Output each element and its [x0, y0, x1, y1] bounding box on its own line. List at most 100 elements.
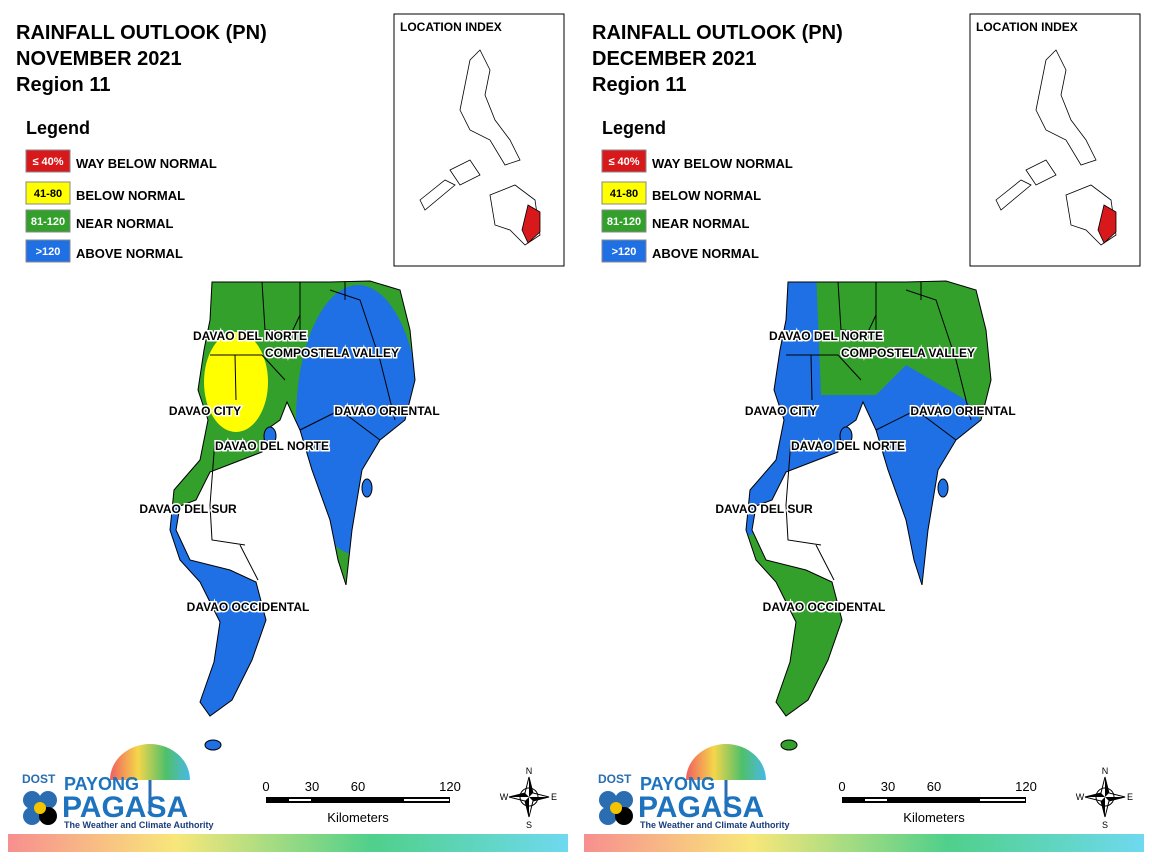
province-label: COMPOSTELA VALLEY [841, 346, 975, 360]
province-label: DAVAO OCCIDENTAL [187, 600, 310, 614]
inset-map [995, 49, 1117, 246]
province-border [234, 354, 237, 401]
scale-unit: Kilometers [327, 810, 389, 825]
compass-n: N [1102, 766, 1109, 776]
legend-swatch [25, 239, 71, 263]
title-line: DECEMBER 2021 [592, 48, 757, 70]
legend-range: 41-80 [34, 188, 62, 200]
island [204, 739, 222, 751]
legend-range: >120 [36, 246, 61, 258]
compass-ring [519, 787, 539, 807]
province-border [209, 504, 246, 546]
province-border [261, 281, 301, 333]
province-label: DAVAO DEL SUR [139, 502, 237, 516]
scale-bar [266, 797, 450, 803]
province-border [810, 354, 813, 401]
scale-tick: 30 [881, 779, 895, 794]
legend-label: NEAR NORMAL [652, 216, 750, 231]
legend-range: 81-120 [607, 216, 641, 228]
scale-tick: 120 [1015, 779, 1037, 794]
compass-s: S [1102, 820, 1108, 830]
legend-label: BELOW NORMAL [76, 188, 185, 203]
scale-tick: 0 [838, 779, 845, 794]
title-line: NOVEMBER 2021 [16, 48, 182, 70]
logo-umbrella [686, 744, 766, 780]
province-border [785, 504, 822, 546]
title-line: RAINFALL OUTLOOK (PN) [592, 22, 843, 44]
province-label: DAVAO DEL NORTE [215, 439, 329, 453]
compass-e: E [551, 792, 557, 802]
province-label: DAVAO OCCIDENTAL [763, 600, 886, 614]
island [263, 426, 277, 446]
scale-bar-segment [865, 799, 887, 801]
logo-payong: PAYONG [64, 774, 139, 794]
province-label: COMPOSTELA VALLEY [265, 346, 399, 360]
logo-pagasa: PAGASA [638, 791, 764, 824]
legend-label: WAY BELOW NORMAL [652, 156, 793, 171]
scale-bar-segment [289, 799, 311, 801]
zone [170, 505, 300, 716]
legend-title: Legend [602, 118, 666, 138]
legend-swatch [601, 181, 647, 205]
color-strip [8, 834, 568, 852]
province-border [815, 544, 835, 581]
panel: RAINFALL OUTLOOK (PN) DECEMBER 2021 Region… [584, 13, 1144, 852]
province-border [329, 289, 396, 421]
legend-label: ABOVE NORMAL [652, 246, 759, 261]
province-label: DAVAO DEL SUR [715, 502, 813, 516]
province-label: DAVAO CITY [169, 404, 241, 418]
legend-range: >120 [612, 246, 637, 258]
legend-range: ≤ 40% [608, 156, 639, 168]
coastline [169, 280, 416, 717]
legend-range: 81-120 [31, 216, 65, 228]
province-label: DAVAO ORIENTAL [910, 404, 1015, 418]
province-border [261, 354, 286, 381]
legend-swatch [601, 149, 647, 173]
logo-tagline: The Weather and Climate Authority [64, 820, 214, 830]
province-label: DAVAO ORIENTAL [334, 404, 439, 418]
inset-highlight [1097, 204, 1117, 244]
legend-swatch [25, 149, 71, 173]
zone [746, 520, 856, 716]
logo-dost: DOST [22, 772, 56, 786]
province-border [837, 281, 877, 333]
scale-bar [842, 797, 1026, 803]
logo-umbrella [110, 744, 190, 780]
province-border [299, 409, 381, 441]
compass-e: E [1127, 792, 1133, 802]
province-label: DAVAO DEL NORTE [193, 329, 307, 343]
compass-w: W [500, 792, 509, 802]
legend-swatch [601, 209, 647, 233]
zone [296, 285, 415, 555]
scale-tick: 0 [262, 779, 269, 794]
legend-swatch [25, 181, 71, 205]
scale-tick: 60 [351, 779, 365, 794]
panel: RAINFALL OUTLOOK (PN) NOVEMBER 2021 Region… [8, 13, 568, 852]
zone [816, 281, 991, 440]
province-border [905, 289, 972, 421]
legend-swatch [601, 239, 647, 263]
compass-s: S [526, 820, 532, 830]
legend-range: 41-80 [610, 188, 638, 200]
logo-tagline: The Weather and Climate Authority [640, 820, 790, 830]
legend-label: BELOW NORMAL [652, 188, 761, 203]
location-index-title: LOCATION INDEX [976, 20, 1078, 34]
compass-n: N [526, 766, 533, 776]
island [839, 426, 853, 446]
coastline [745, 280, 992, 717]
scale-unit: Kilometers [903, 810, 965, 825]
scale-tick: 120 [439, 779, 461, 794]
title-line: Region 11 [592, 74, 686, 96]
province-label: DAVAO CITY [745, 404, 817, 418]
legend-range: ≤ 40% [32, 156, 63, 168]
province-border [209, 439, 216, 506]
legend-label: NEAR NORMAL [76, 216, 174, 231]
logo-payong: PAYONG [640, 774, 715, 794]
logo-center [610, 802, 622, 814]
legend-swatch [25, 209, 71, 233]
scale-tick: 60 [927, 779, 941, 794]
location-index-title: LOCATION INDEX [400, 20, 502, 34]
island [937, 478, 949, 498]
logo-dost: DOST [598, 772, 632, 786]
